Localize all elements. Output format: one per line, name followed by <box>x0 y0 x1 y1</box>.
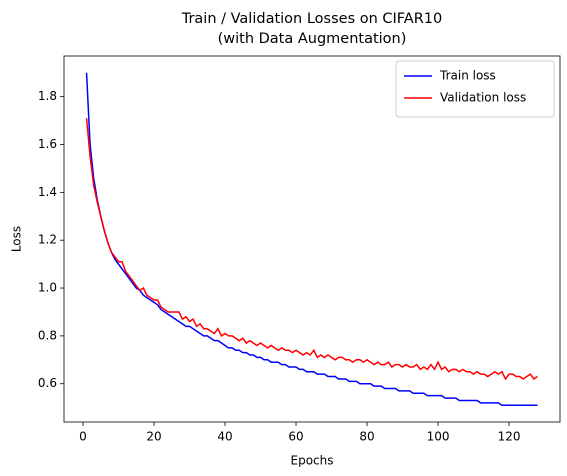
y-tick-label: 1.6 <box>38 137 57 151</box>
y-tick-label: 1.8 <box>38 89 57 103</box>
y-tick-label: 1.0 <box>38 281 57 295</box>
legend-label: Train loss <box>439 69 496 83</box>
x-tick-label: 40 <box>217 430 232 444</box>
line-series <box>85 118 538 381</box>
x-tick-label: 120 <box>498 430 521 444</box>
chart-title: Train / Validation Losses on CIFAR10 <box>181 11 443 27</box>
x-tick-label: 80 <box>359 430 374 444</box>
x-tick-label: 100 <box>427 430 450 444</box>
chart-subtitle: (with Data Augmentation) <box>218 31 407 47</box>
line-series <box>85 72 538 407</box>
y-axis-label: Loss <box>10 226 24 252</box>
x-axis-label: Epochs <box>291 454 334 468</box>
x-tick-label: 60 <box>288 430 303 444</box>
x-tick-label: 20 <box>146 430 161 444</box>
y-tick-label: 1.2 <box>38 233 57 247</box>
x-tick-label: 0 <box>79 430 87 444</box>
y-tick-label: 0.8 <box>38 328 57 342</box>
y-tick-label: 1.4 <box>38 185 57 199</box>
legend-box <box>395 60 555 118</box>
plot-frame <box>63 55 561 423</box>
y-tick-label: 0.6 <box>38 376 57 390</box>
legend-label: Validation loss <box>440 91 526 105</box>
